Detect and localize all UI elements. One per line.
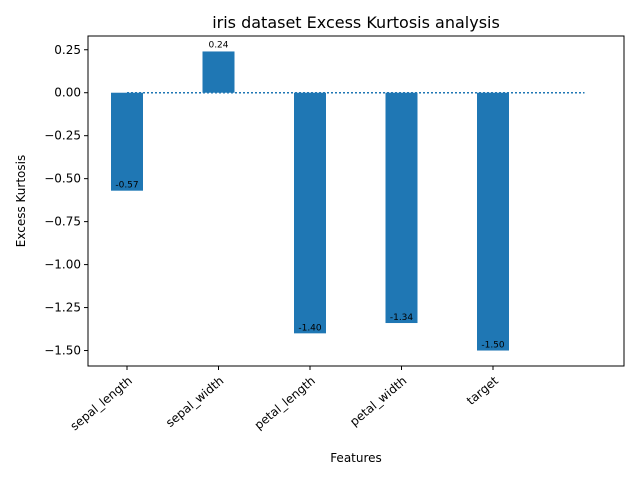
y-tick-label: −0.75: [44, 215, 81, 229]
data-label-sepal_width: 0.24: [208, 40, 228, 50]
bars-group: [111, 51, 509, 351]
bar-target: [477, 92, 509, 351]
y-axis-ticks: −1.50 −1.25 −1.00 −0.75 −0.50 −0.25 0.00 0.25: [44, 43, 88, 358]
plot-frame: [87, 35, 625, 367]
x-axis-label: Features: [330, 451, 382, 465]
y-tick-label: −1.50: [44, 344, 81, 358]
x-tick-label-sepal_length: sepal_length: [68, 374, 135, 434]
y-tick-label: −1.00: [44, 258, 81, 272]
chart-title: iris dataset Excess Kurtosis analysis: [212, 13, 500, 32]
data-labels-group: -0.57 0.24 -1.40 -1.34 -1.50: [115, 40, 505, 350]
y-axis-label: Excess Kurtosis: [14, 155, 28, 247]
x-tick-label-sepal_width: sepal_width: [163, 374, 226, 430]
data-label-petal_width: -1.34: [390, 313, 414, 323]
data-label-target: -1.50: [481, 341, 505, 351]
y-tick-label: −0.25: [44, 129, 81, 143]
x-axis-ticks: sepal_length sepal_width petal_length petal…: [68, 366, 501, 434]
bar-petal_width: [385, 92, 418, 324]
data-label-sepal_length: -0.57: [115, 181, 138, 191]
bar-sepal_length: [111, 92, 143, 191]
y-tick-label: 0.00: [54, 86, 81, 100]
x-tick-label-petal_width: petal_width: [347, 374, 409, 429]
y-tick-label: −1.25: [44, 301, 81, 315]
y-tick-label: 0.25: [54, 43, 81, 57]
x-tick-label-petal_length: petal_length: [252, 374, 318, 433]
data-label-petal_length: -1.40: [298, 323, 322, 333]
x-tick-label-target: target: [464, 373, 501, 407]
bar-petal_length: [294, 92, 326, 334]
bar-sepal_width: [202, 51, 235, 93]
y-tick-label: −0.50: [44, 172, 81, 186]
